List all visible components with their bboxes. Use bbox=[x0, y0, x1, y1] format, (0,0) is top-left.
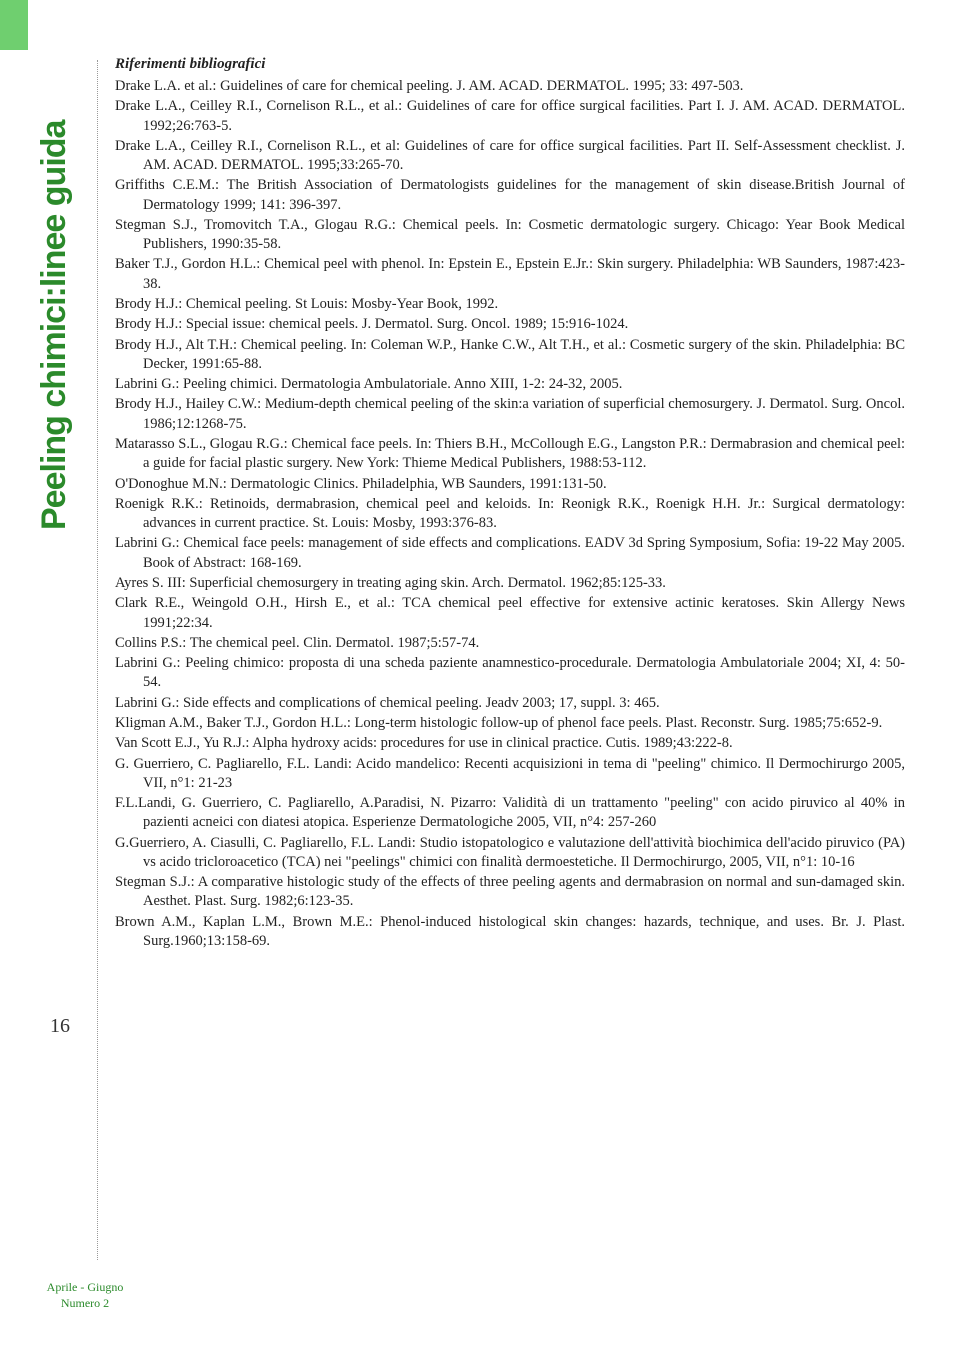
side-title: Peeling chimici:linee guida bbox=[35, 121, 74, 530]
references-content: Riferimenti bibliografici Drake L.A. et … bbox=[115, 55, 905, 952]
reference-item: Labrini G.: Peeling chimici. Dermatologi… bbox=[115, 375, 905, 394]
footer-date: Aprile - Giugno bbox=[40, 1280, 130, 1296]
vertical-dotted-rule bbox=[97, 60, 98, 1260]
reference-item: Drake L.A., Ceilley R.I., Cornelison R.L… bbox=[115, 97, 905, 136]
reference-item: Labrini G.: Chemical face peels: managem… bbox=[115, 534, 905, 573]
references-list: Drake L.A. et al.: Guidelines of care fo… bbox=[115, 77, 905, 951]
reference-item: Roenigk R.K.: Retinoids, dermabrasion, c… bbox=[115, 495, 905, 534]
reference-item: Baker T.J., Gordon H.L.: Chemical peel w… bbox=[115, 255, 905, 294]
reference-item: Griffiths C.E.M.: The British Associatio… bbox=[115, 176, 905, 215]
reference-item: Stegman S.J.: A comparative histologic s… bbox=[115, 873, 905, 912]
reference-item: Brown A.M., Kaplan L.M., Brown M.E.: Phe… bbox=[115, 913, 905, 952]
reference-item: Brody H.J., Alt T.H.: Chemical peeling. … bbox=[115, 336, 905, 375]
reference-item: F.L.Landi, G. Guerriero, C. Pagliarello,… bbox=[115, 794, 905, 833]
reference-item: Clark R.E., Weingold O.H., Hirsh E., et … bbox=[115, 594, 905, 633]
left-accent-bar bbox=[0, 0, 28, 50]
reference-item: Labrini G.: Peeling chimico: proposta di… bbox=[115, 654, 905, 693]
reference-item: Collins P.S.: The chemical peel. Clin. D… bbox=[115, 634, 905, 653]
page-number-wrap: 16 bbox=[50, 1015, 70, 1038]
reference-item: G.Guerriero, A. Ciasulli, C. Pagliarello… bbox=[115, 834, 905, 873]
footer: Aprile - Giugno Numero 2 bbox=[40, 1280, 130, 1311]
reference-item: Stegman S.J., Tromovitch T.A., Glogau R.… bbox=[115, 216, 905, 255]
section-title: Riferimenti bibliografici bbox=[115, 55, 905, 75]
reference-item: Ayres S. III: Superficial chemosurgery i… bbox=[115, 574, 905, 593]
reference-item: Matarasso S.L., Glogau R.G.: Chemical fa… bbox=[115, 435, 905, 474]
reference-item: Van Scott E.J., Yu R.J.: Alpha hydroxy a… bbox=[115, 734, 905, 753]
reference-item: Brody H.J.: Special issue: chemical peel… bbox=[115, 315, 905, 334]
reference-item: Drake L.A. et al.: Guidelines of care fo… bbox=[115, 77, 905, 96]
footer-issue: Numero 2 bbox=[40, 1296, 130, 1312]
reference-item: Labrini G.: Side effects and complicatio… bbox=[115, 694, 905, 713]
reference-item: Drake L.A., Ceilley R.I., Cornelison R.L… bbox=[115, 137, 905, 176]
reference-item: G. Guerriero, C. Pagliarello, F.L. Landi… bbox=[115, 755, 905, 794]
reference-item: O'Donoghue M.N.: Dermatologic Clinics. P… bbox=[115, 475, 905, 494]
reference-item: Kligman A.M., Baker T.J., Gordon H.L.: L… bbox=[115, 714, 905, 733]
reference-item: Brody H.J.: Chemical peeling. St Louis: … bbox=[115, 295, 905, 314]
reference-item: Brody H.J., Hailey C.W.: Medium-depth ch… bbox=[115, 395, 905, 434]
page-number: 16 bbox=[50, 1015, 70, 1037]
